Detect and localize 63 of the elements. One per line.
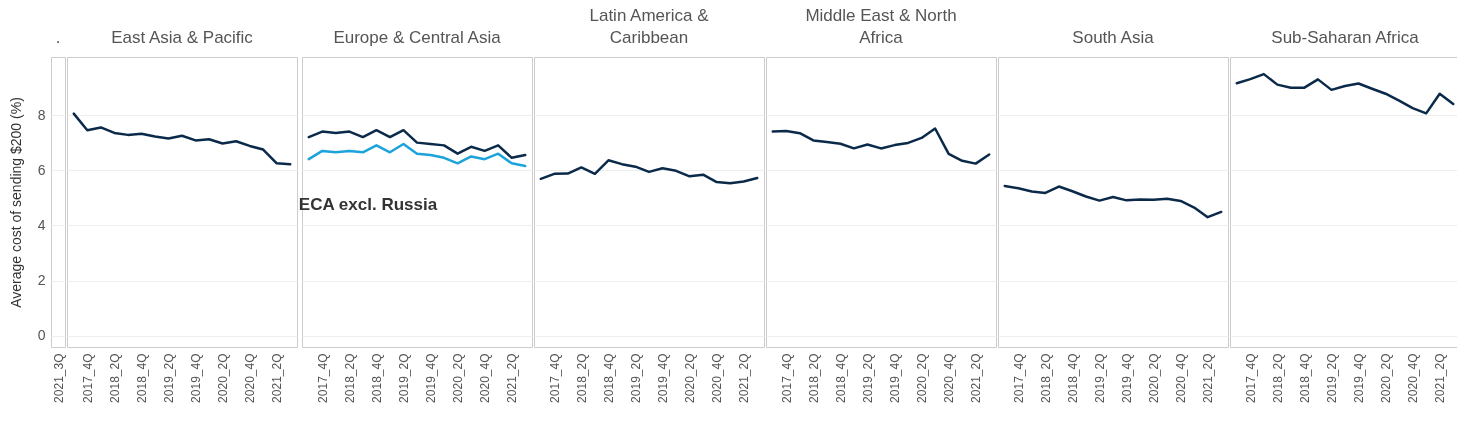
y-tick-label: 0	[37, 327, 46, 344]
chart-title: Middle East & North Africa	[805, 6, 957, 47]
x-tick-label: 2019_2Q	[161, 353, 176, 403]
x-tick-label: 2019_2Q	[1092, 353, 1107, 403]
x-tick-label: 2020_4Q	[710, 353, 725, 403]
x-tick-label: 2018_2Q	[107, 353, 122, 403]
x-tick-label: 2020_4Q	[243, 353, 258, 403]
x-tick-label: 2018_2Q	[806, 353, 821, 403]
x-tick-label: 2019_2Q	[628, 353, 643, 403]
x-tick-label: 2019_4Q	[888, 353, 903, 403]
y-tick-label: 6	[37, 161, 46, 178]
x-tick-label: 2021_2Q	[505, 353, 520, 403]
x-tick-label: 2018_2Q	[1038, 353, 1053, 403]
x-tick-label: 2018_4Q	[1297, 353, 1312, 403]
x-tick-label: 2019_2Q	[396, 353, 411, 403]
chart-title: Latin America & Caribbean	[589, 6, 710, 47]
x-tick-label: 2019_4Q	[656, 353, 671, 403]
x-tick-label: 2020_2Q	[451, 353, 466, 403]
x-tick-label: 2018_4Q	[369, 353, 384, 403]
x-tick-label: 2020_2Q	[683, 353, 698, 403]
y-tick-label: 4	[37, 216, 46, 233]
x-tick-label: 2017_4Q	[315, 353, 330, 403]
x-tick-label: 2018_4Q	[1065, 353, 1080, 403]
y-tick-label: 8	[37, 106, 46, 123]
x-tick-label: 2019_4Q	[1120, 353, 1135, 403]
y-tick-label: 2	[37, 272, 46, 289]
chart-title: South Asia	[1072, 28, 1155, 47]
x-tick-label: 2019_4Q	[424, 353, 439, 403]
chart-title: .	[55, 28, 61, 47]
x-tick-label: 2019_2Q	[1324, 353, 1339, 403]
x-tick-label: 2018_2Q	[574, 353, 589, 403]
x-tick-label: 2017_4Q	[547, 353, 562, 403]
x-tick-label: 2017_4Q	[1011, 353, 1026, 403]
x-tick-label: 2018_2Q	[1270, 353, 1285, 403]
x-tick-label: 2019_4Q	[1352, 353, 1367, 403]
x-tick-label: 2018_4Q	[134, 353, 149, 403]
x-tick-label: 2021_2Q	[270, 353, 285, 403]
chart-title: Sub-Saharan Africa	[1271, 28, 1420, 47]
x-tick-label: 2020_4Q	[478, 353, 493, 403]
x-tick-label: 2019_4Q	[189, 353, 204, 403]
x-tick-label: 2020_2Q	[1379, 353, 1394, 403]
x-tick-label: 2020_2Q	[1147, 353, 1162, 403]
x-tick-label: 2021_2Q	[737, 353, 752, 403]
x-tick-label: 2021_2Q	[969, 353, 984, 403]
x-tick-label: 2021_3Q	[51, 353, 66, 403]
x-tick-label: 2019_2Q	[860, 353, 875, 403]
x-tick-label: 2018_2Q	[342, 353, 357, 403]
x-tick-label: 2017_4Q	[1243, 353, 1258, 403]
x-tick-label: 2018_4Q	[601, 353, 616, 403]
x-tick-label: 2021_2Q	[1201, 353, 1216, 403]
x-tick-label: 2020_4Q	[942, 353, 957, 403]
x-tick-label: 2017_4Q	[80, 353, 95, 403]
y-axis-title: Average cost of sending $200 (%)	[7, 97, 24, 308]
x-tick-label: 2020_2Q	[915, 353, 930, 403]
chart-title: Europe & Central Asia	[333, 27, 502, 47]
x-tick-label: 2018_4Q	[833, 353, 848, 403]
x-tick-label: 2020_4Q	[1174, 353, 1189, 403]
text: ECA excl. Russia	[298, 195, 438, 214]
chart-title: East Asia & Pacific	[111, 28, 254, 47]
x-tick-label: 2020_4Q	[1406, 353, 1421, 403]
x-tick-label: 2021_2Q	[1433, 353, 1448, 403]
x-tick-label: 2017_4Q	[779, 353, 794, 403]
x-tick-label: 2020_2Q	[216, 353, 231, 403]
